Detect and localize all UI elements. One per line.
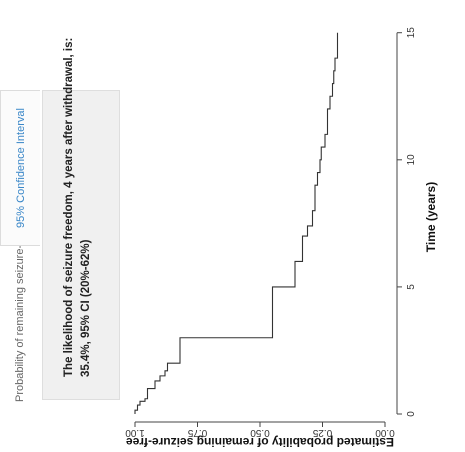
x-tick-label-2: 10: [406, 154, 417, 166]
y-axis-title: Estimated probability of remaining seizu…: [126, 435, 394, 449]
y-tick-label-1: 0.75: [187, 427, 207, 438]
x-tick-label-0: 0: [406, 411, 417, 417]
tab-bar: Probability of remaining seizure-free 95…: [0, 0, 40, 452]
tab-confidence-interval[interactable]: 95% Confidence Interval: [0, 90, 40, 246]
x-tick-label-3: 15: [406, 27, 417, 39]
x-axis-title: Time (years): [424, 182, 438, 252]
y-tick-label-0: 1.00: [125, 427, 145, 438]
chart-marks: 0 5 10 15 1.00 0.75 0.50 0.25 0.00 Time (years) Es…: [125, 27, 438, 449]
result-summary-line-2: 35.4%, 95% CI (20%-62%): [80, 239, 92, 377]
y-tick-label-4: 0.00: [375, 427, 395, 438]
survival-curve-0: [134, 32, 339, 414]
x-tick-label-1: 5: [406, 284, 417, 290]
tab-probability[interactable]: Probability of remaining seizure-free: [14, 225, 26, 402]
result-summary-box: The likelihood of seizure freedom, 4 yea…: [42, 37, 120, 400]
y-tick-label-3: 0.25: [312, 427, 332, 438]
result-summary-line-1: The likelihood of seizure freedom, 4 yea…: [63, 37, 75, 377]
survival-chart: 0 5 10 15 1.00 0.75 0.50 0.25 0.00 Time (years) Es…: [125, 27, 438, 449]
y-tick-label-2: 0.50: [250, 427, 270, 438]
